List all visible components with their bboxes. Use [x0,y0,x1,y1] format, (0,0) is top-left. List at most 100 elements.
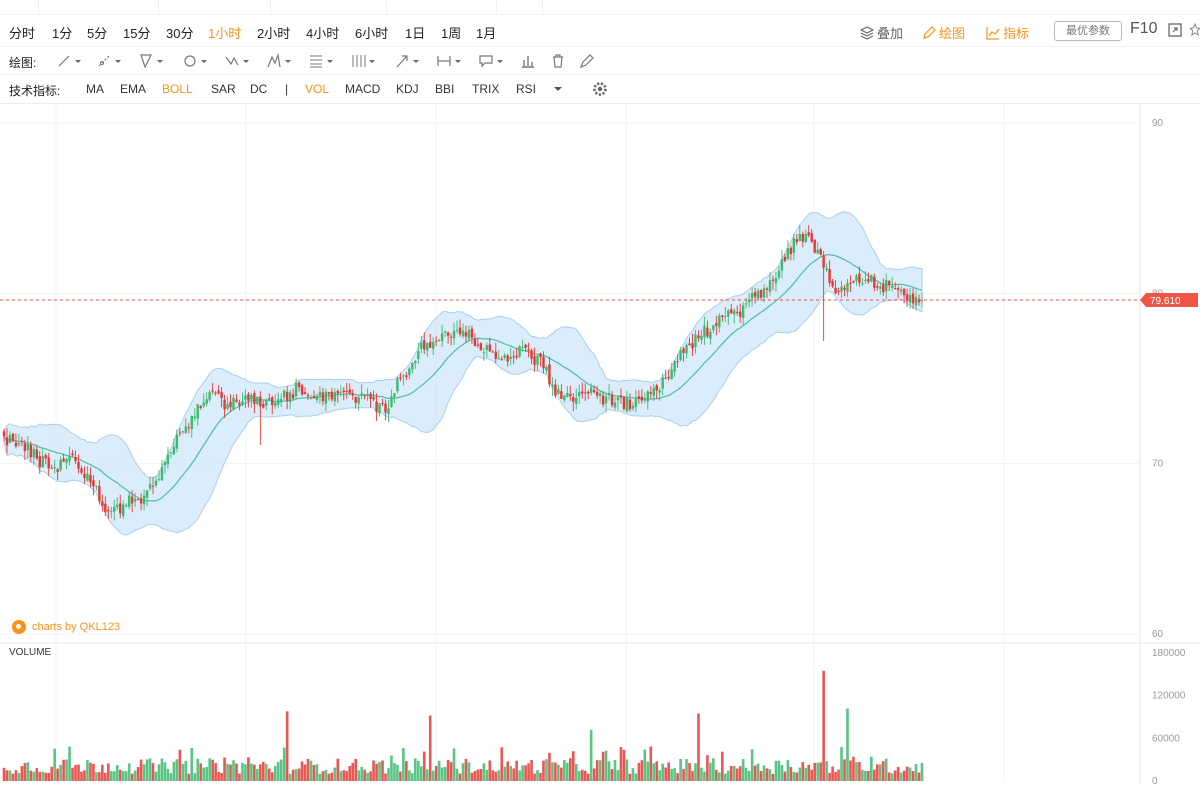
timeframe-15m[interactable]: 15分 [123,26,151,41]
indicator-rsi[interactable]: RSI [516,82,537,96]
optimal-params-button[interactable]: 最优参数 [1054,21,1122,41]
candle [363,393,366,400]
indicator-boll[interactable]: BOLL [162,82,193,96]
draw-button[interactable]: 绘图 [922,23,965,42]
volume-bar [747,770,751,781]
candle [798,225,801,242]
volume-bar [798,767,802,781]
candle-body [864,279,867,281]
gear-icon[interactable] [592,81,608,97]
candle [890,277,894,292]
indicator-ema[interactable]: EMA [120,82,147,96]
volume-bar [801,761,805,781]
candle-body [682,348,685,353]
timeframe-1w[interactable]: 1周 [441,26,462,41]
exchange-tab-1[interactable] [40,0,159,14]
fullscreen-icon[interactable] [1168,23,1182,37]
timeframe-tick[interactable]: 分时 [9,26,36,41]
candle-body [774,278,778,284]
volume-bar [38,771,42,781]
volume-bar [363,769,366,781]
f10-button[interactable]: F10 [1130,20,1158,37]
candle [461,323,465,339]
indicator-sar[interactable]: SAR [211,82,236,96]
candle-body [816,249,819,254]
pattern-tool-icon[interactable] [266,52,292,70]
volume-bar [306,758,310,781]
candle-body [721,315,724,318]
circle-tool-icon[interactable] [182,52,208,70]
indicator-trix[interactable]: TRIX [472,82,500,96]
indicator-macd[interactable]: MACD [345,82,381,96]
brush-icon[interactable] [578,52,604,70]
timeframe-1d[interactable]: 1日 [405,26,426,41]
exchange-tab-2[interactable] [158,0,271,14]
line-tool-icon[interactable] [56,52,82,70]
volume-bar [193,773,197,781]
ray-tool-icon[interactable] [96,52,122,70]
candle [446,331,450,344]
star-icon[interactable] [1190,23,1200,37]
stats-tool-icon[interactable] [519,52,545,70]
candle-body [622,396,626,409]
indicator-button[interactable]: 指标 [986,23,1029,42]
candle [733,308,736,324]
candle [524,343,527,352]
indicator-dc[interactable]: DC [250,82,268,96]
candle-body [619,395,623,398]
candle-body [473,338,477,347]
caret-down-icon[interactable] [553,85,563,93]
triangle-tool-icon[interactable] [138,52,164,70]
candle [247,391,250,408]
indicator-kdj[interactable]: KDJ [396,82,419,96]
candle-body [557,389,560,394]
timeframe-4h[interactable]: 4小时 [306,26,340,41]
candle-body [193,416,196,419]
candle-body [357,397,360,404]
arrow-tool-icon[interactable] [394,52,420,70]
candle [294,378,298,400]
candle-body [631,405,635,409]
overlay-button[interactable]: 叠加 [860,23,903,42]
timeframe-5m[interactable]: 5分 [87,26,108,41]
candle [575,388,578,410]
volume-bar [592,768,596,781]
timeframe-1h[interactable]: 1小时 [208,26,242,41]
zigzag-tool-icon[interactable] [224,52,250,70]
candle-body [670,369,673,380]
candle-body [11,433,15,442]
candle-body [542,356,545,369]
volume-bar [598,760,602,781]
timeframe-2h[interactable]: 2小时 [257,26,291,41]
volume-bar [875,764,879,781]
candle-body [858,273,861,283]
volume-bar [101,764,104,781]
volume-bar [428,715,432,781]
exchange-tab-3[interactable] [270,0,387,14]
candle-body [122,504,125,516]
candle [133,493,137,507]
measure-tool-icon[interactable] [436,52,462,70]
timeframe-toolbar: 分时 1分 5分 15分 30分 1小时 2小时 4小时 6小时 1日 1周 1… [0,17,1200,47]
volume-bar [95,772,98,781]
indicator-bbi[interactable]: BBI [435,82,455,96]
exchange-tab-icon[interactable] [0,0,39,14]
timeframe-1mo[interactable]: 1月 [476,26,497,41]
candle [601,390,605,408]
candle-body [548,364,551,385]
exchange-tab-add[interactable] [496,0,543,14]
volume-bar [533,773,536,781]
timeframe-6h[interactable]: 6小时 [355,26,389,41]
timeframe-1m[interactable]: 1分 [52,26,73,41]
timeframe-30m[interactable]: 30分 [166,26,194,41]
comment-tool-icon[interactable] [478,52,504,70]
vertical-lines-tool-icon[interactable] [350,52,376,70]
fib-tool-icon[interactable] [308,52,334,70]
indicator-ma[interactable]: MA [86,82,104,96]
draw-label: 绘图 [939,26,966,41]
exchange-tab-4[interactable] [386,0,497,14]
price-volume-chart[interactable]: 60708090060000120000180000 79.610 [0,104,1200,785]
trash-icon[interactable] [549,52,575,70]
indicator-vol[interactable]: VOL [305,82,330,96]
volume-bar [545,759,548,781]
